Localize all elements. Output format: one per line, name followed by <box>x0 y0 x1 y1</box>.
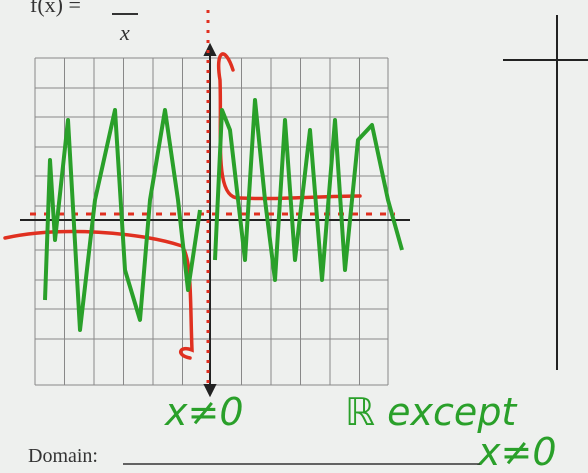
worksheet-photo: f(x) = x x≠0 ℝ except x≠0 Domain: <box>0 0 588 473</box>
denominator: x <box>119 20 130 45</box>
function-label: f(x) = <box>30 0 81 17</box>
handwritten-note: ℝ except <box>345 390 518 434</box>
page: f(x) = x x≠0 ℝ except x≠0 Domain: (() =>… <box>0 0 588 473</box>
handwritten-note: x≠0 <box>477 430 557 473</box>
domain-label: Domain: <box>28 445 98 467</box>
handwritten-note: x≠0 <box>164 390 244 434</box>
